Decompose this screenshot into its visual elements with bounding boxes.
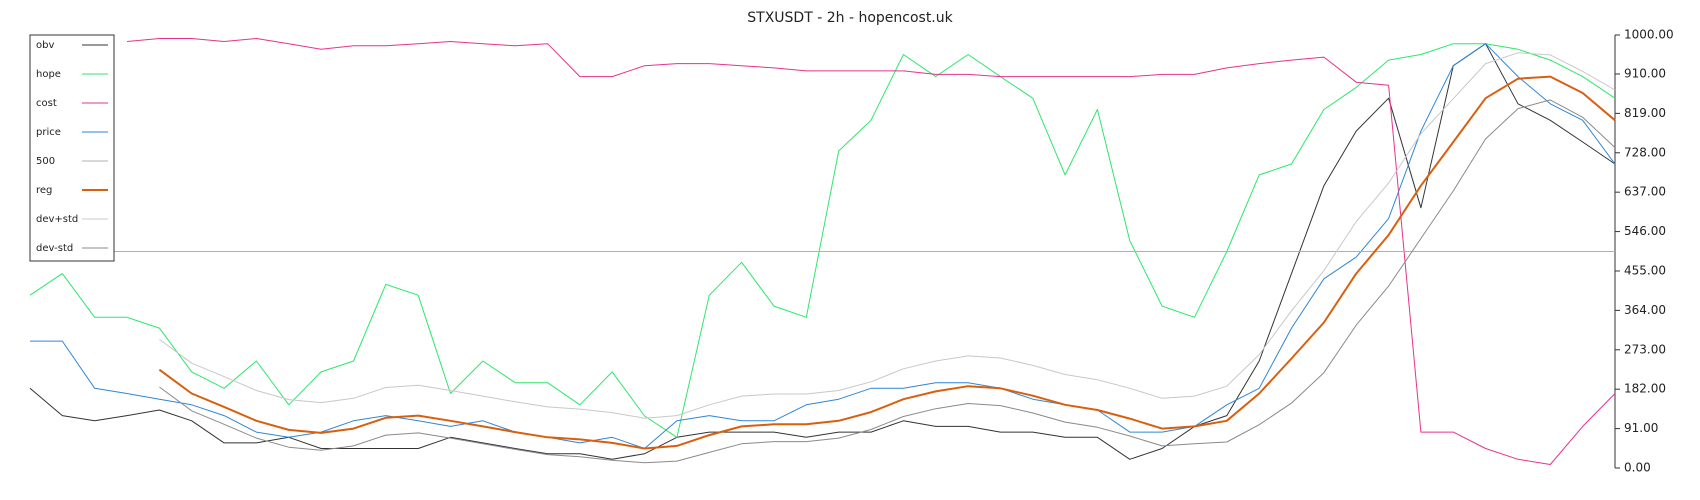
legend-label: dev+std (36, 214, 78, 225)
series-line (30, 43, 1616, 449)
legend-label: hope (36, 69, 61, 80)
legend-label: cost (36, 98, 57, 109)
chart-title: STXUSDT - 2h - hopencost.uk (747, 10, 953, 26)
y-tick-label: 819.00 (1624, 106, 1666, 120)
legend-label: obv (36, 40, 54, 51)
y-tick-label: 546.00 (1624, 224, 1666, 238)
series-line (159, 52, 1616, 419)
y-tick-label: 364.00 (1624, 303, 1666, 317)
y-tick-label: 273.00 (1624, 342, 1666, 356)
y-tick-label: 1000.00 (1624, 28, 1674, 42)
y-tick-label: 455.00 (1624, 263, 1666, 277)
legend-label: price (36, 127, 61, 138)
legend-label: 500 (36, 156, 55, 167)
series-line (29, 43, 1616, 460)
series-line (158, 75, 1616, 450)
legend-label: dev-std (36, 243, 73, 254)
y-tick-label: 728.00 (1624, 145, 1666, 159)
y-tick-label: 91.00 (1624, 421, 1658, 435)
y-tick-label: 182.00 (1624, 382, 1666, 396)
legend-box (29, 34, 115, 262)
y-tick-label: 910.00 (1624, 66, 1666, 80)
series-line (159, 99, 1616, 464)
series-line (29, 43, 1616, 438)
y-tick-label: 637.00 (1624, 185, 1666, 199)
y-tick-label: 0.00 (1624, 461, 1651, 475)
series-line (126, 38, 1616, 465)
legend-label: reg (36, 185, 52, 196)
